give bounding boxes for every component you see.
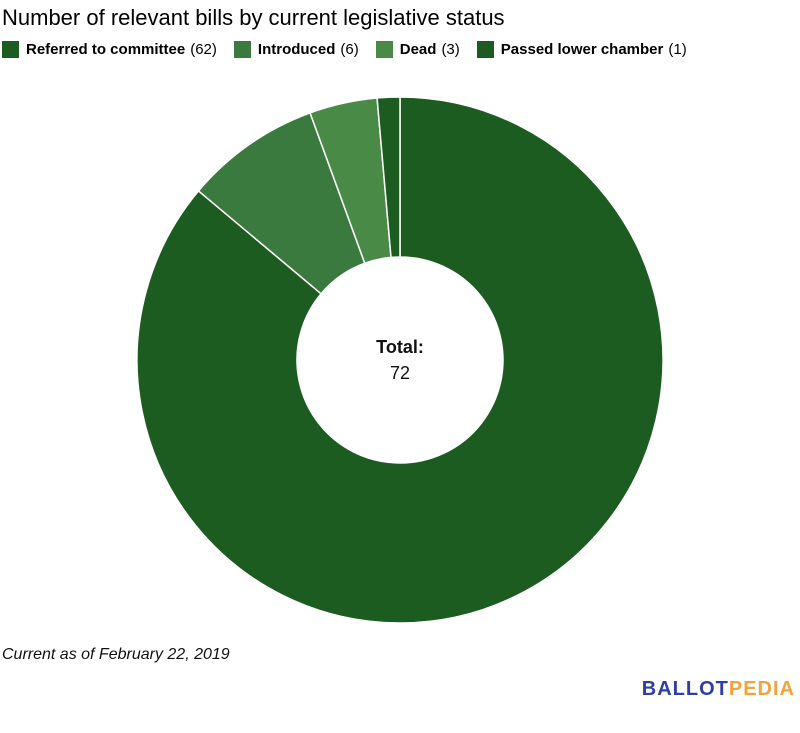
legend-item-passed-lower-chamber: Passed lower chamber (1) bbox=[476, 41, 687, 58]
donut-segment-referred-to-committee[interactable] bbox=[136, 96, 664, 624]
legend-label: Passed lower chamber bbox=[500, 41, 664, 58]
donut-center-label: Total: bbox=[376, 337, 424, 357]
donut-segment-passed-lower-chamber[interactable] bbox=[376, 96, 401, 259]
legend-swatch-passed-lower-chamber bbox=[476, 41, 494, 58]
donut-center-text: Total: 72 bbox=[300, 334, 500, 386]
donut-center-value: 72 bbox=[389, 363, 411, 383]
legend-item-referred-to-committee: Referred to committee (62) bbox=[2, 41, 217, 58]
legend-label: Dead bbox=[399, 41, 437, 58]
legend-item-dead: Dead (3) bbox=[375, 41, 460, 58]
ballotpedia-logo-ballot: BALLOT bbox=[641, 678, 729, 700]
chart-title: Number of relevant bills by current legi… bbox=[2, 5, 505, 30]
donut-chart bbox=[136, 96, 664, 624]
legend-count: (62) bbox=[190, 41, 217, 58]
legend-swatch-referred-to-committee bbox=[2, 41, 19, 58]
legend-swatch-dead bbox=[375, 41, 393, 58]
legend-label: Introduced bbox=[257, 41, 336, 58]
ballotpedia-logo-pedia: PEDIA bbox=[728, 678, 795, 700]
legend-item-introduced: Introduced (6) bbox=[233, 41, 359, 58]
ballotpedia-logo: BALLOTPEDIA bbox=[642, 678, 795, 701]
chart-legend: Referred to committee (62) Introduced (6… bbox=[2, 41, 687, 58]
legend-count: (3) bbox=[441, 41, 460, 58]
legend-swatch-introduced bbox=[233, 41, 251, 58]
legend-count: (1) bbox=[668, 41, 687, 58]
footnote-current-as-of: Current as of February 22, 2019 bbox=[2, 646, 230, 663]
legend-count: (6) bbox=[340, 41, 359, 58]
legend-label: Referred to committee bbox=[26, 41, 186, 58]
